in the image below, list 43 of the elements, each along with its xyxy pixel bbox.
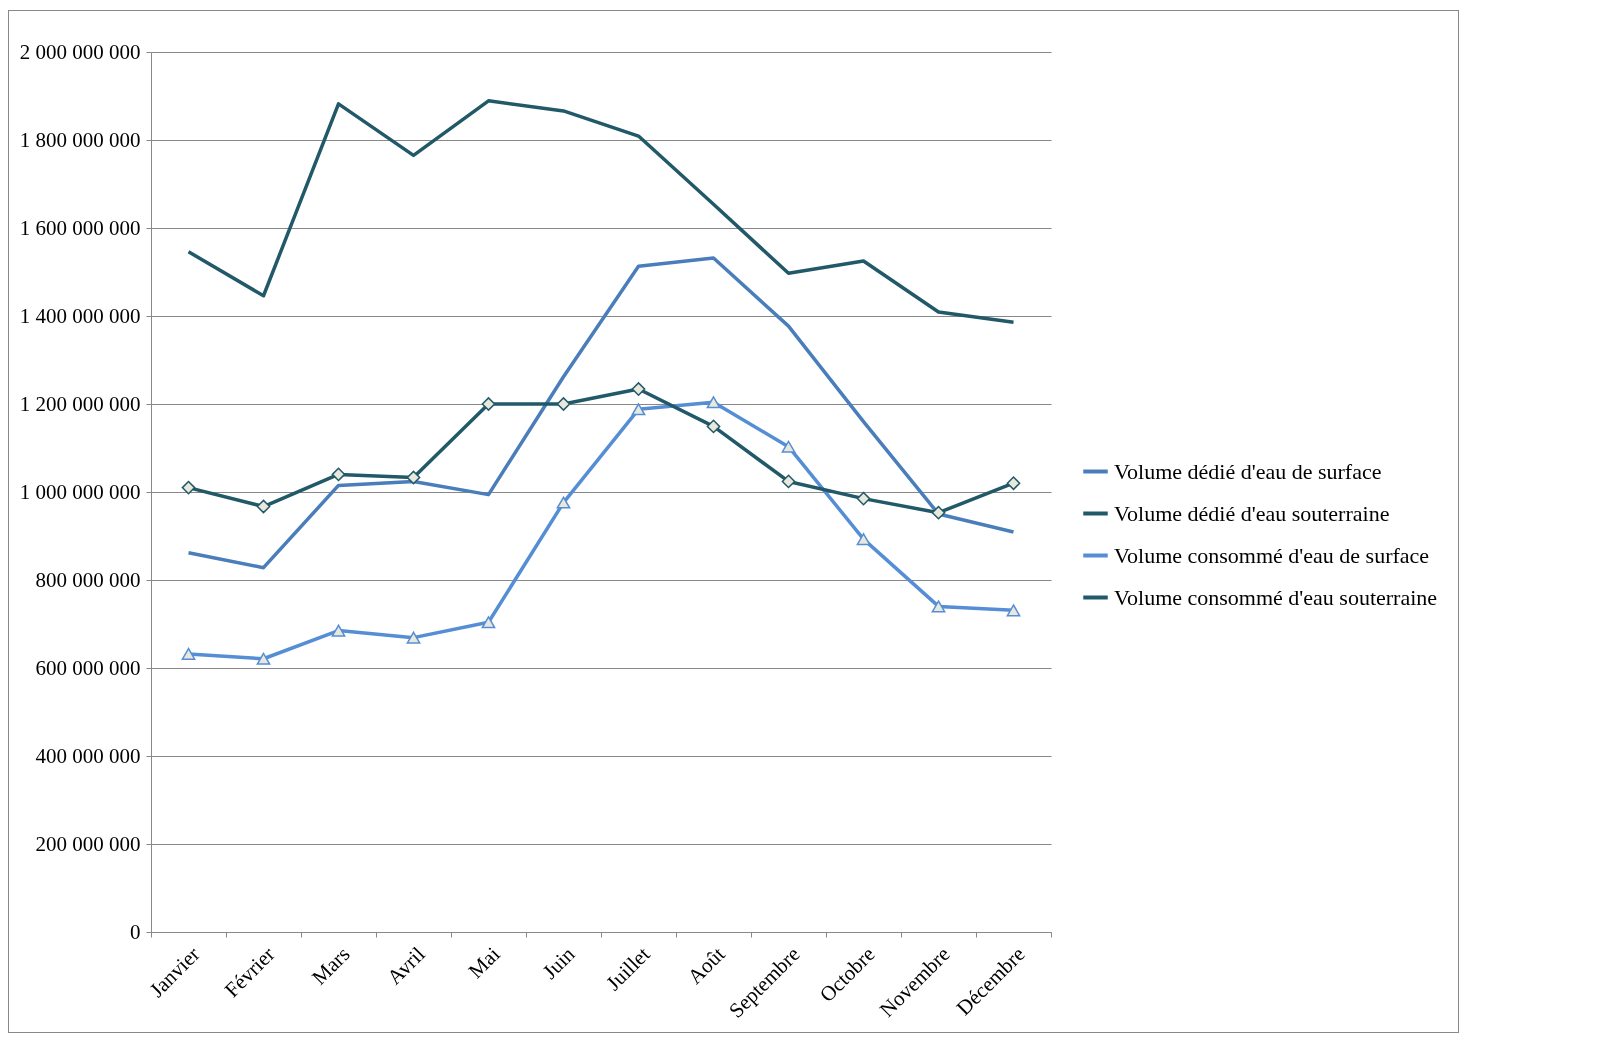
point [256, 652, 271, 665]
y-tick-label: 0 [130, 919, 141, 944]
y-tick-label: 1 400 000 000 [19, 303, 141, 328]
point [1006, 604, 1021, 617]
point [931, 505, 946, 520]
line-series [186, 256, 1016, 570]
point [856, 533, 871, 546]
point [181, 647, 196, 660]
point [556, 496, 571, 509]
point [181, 480, 196, 495]
point [856, 491, 871, 506]
point [781, 474, 796, 489]
y-tick-label: 600 000 000 [35, 655, 141, 680]
point [781, 440, 796, 453]
point [331, 467, 346, 482]
point [256, 499, 271, 514]
x-tick-label: Mai [463, 941, 505, 983]
y-tick-label: 1 800 000 000 [19, 127, 141, 152]
point [556, 397, 571, 411]
point [631, 403, 646, 416]
legend-label: Volume dédié d'eau souterraine [1114, 500, 1390, 526]
point [1006, 476, 1021, 491]
point [406, 470, 421, 485]
legend-label: Volume consommé d'eau de surface [1114, 542, 1430, 568]
line-series [186, 99, 1016, 324]
legend-label: Volume dédié d'eau de surface [1114, 458, 1382, 484]
y-tick-label: 1 000 000 000 [19, 479, 141, 504]
point [706, 419, 721, 434]
x-tick-label: Juin [537, 941, 580, 984]
y-tick-label: 2 000 000 000 [19, 39, 141, 64]
y-tick-label: 1 600 000 000 [19, 215, 141, 240]
y-tick-label: 400 000 000 [35, 743, 141, 768]
point [631, 382, 646, 396]
point [706, 396, 721, 409]
y-tick-label: 200 000 000 [35, 831, 141, 856]
legend-label: Volume consommé d'eau souterraine [1114, 584, 1438, 610]
point [406, 631, 421, 644]
point [931, 600, 946, 613]
point [481, 616, 496, 629]
y-tick-label: 1 200 000 000 [19, 391, 141, 416]
y-tick-label: 800 000 000 [35, 567, 141, 592]
point [481, 397, 496, 411]
point [331, 624, 346, 637]
